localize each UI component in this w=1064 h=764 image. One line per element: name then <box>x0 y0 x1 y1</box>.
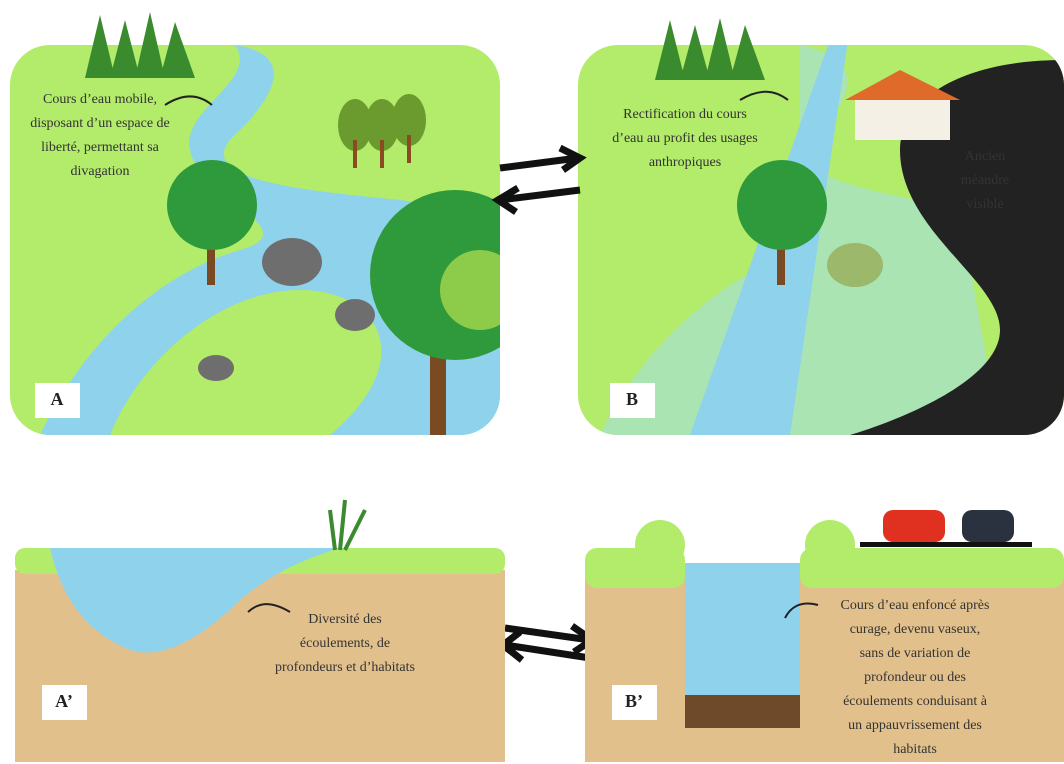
annotation-line: méandre <box>961 173 1009 188</box>
annotation-line: sans de variation de <box>860 646 971 661</box>
annotation-line: Cours d’eau enfoncé après <box>841 598 990 613</box>
annotation-line: profondeurs et d’habitats <box>275 660 415 675</box>
annotation-line: visible <box>966 197 1003 212</box>
annotation-line: profondeur ou des <box>864 670 966 685</box>
exchange-arrows <box>503 626 592 660</box>
diagram: A Cours d’eau mobile, disposant d’un espac… <box>0 0 1064 764</box>
annotation-line: divagation <box>70 164 129 179</box>
panel-label: A <box>51 389 64 409</box>
annotation-line: liberté, permettant sa <box>41 140 160 155</box>
panel-label: A’ <box>55 691 73 711</box>
annotation-line: habitats <box>893 742 937 757</box>
panel-a-prime <box>15 500 505 762</box>
panel-label: B’ <box>625 691 643 711</box>
panel-b-prime <box>585 510 1064 762</box>
annotation-line: disposant d’un espace de <box>30 116 170 131</box>
annotation-line: Diversité des <box>308 612 381 627</box>
panel-label: B <box>626 389 638 409</box>
annotation-line: d’eau au profit des usages <box>612 131 757 146</box>
exchange-arrows <box>498 148 580 212</box>
annotation-line: écoulements conduisant à <box>843 694 988 709</box>
panel-b <box>578 40 1064 435</box>
annotation-line: Cours d’eau mobile, <box>43 92 157 107</box>
annotation-line: Rectification du cours <box>623 107 747 122</box>
annotation-line: curage, devenu vaseux, <box>850 622 981 637</box>
annotation-line: Ancien <box>965 149 1005 164</box>
annotation-line: écoulements, de <box>300 636 390 651</box>
annotation-line: anthropiques <box>649 155 721 170</box>
annotation-line: un appauvrissement des <box>848 718 982 733</box>
